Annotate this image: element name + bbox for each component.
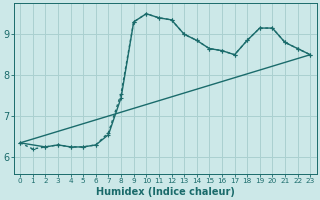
X-axis label: Humidex (Indice chaleur): Humidex (Indice chaleur)	[96, 187, 235, 197]
